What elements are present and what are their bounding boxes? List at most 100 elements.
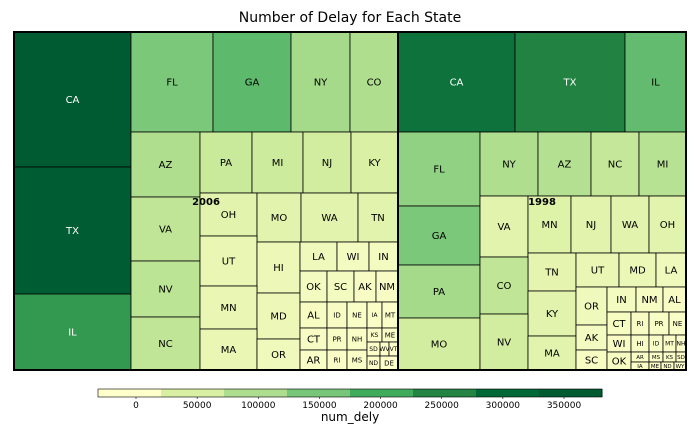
tile-label-2006-me: ME bbox=[385, 331, 395, 339]
tile-1998-ak bbox=[575, 324, 608, 351]
tile-label-1998-ak: AK bbox=[585, 333, 599, 344]
tile-label-2006-md: MD bbox=[270, 312, 287, 323]
tile-label-1998-wi: WI bbox=[613, 339, 626, 350]
tile-label-1998-ct: CT bbox=[612, 319, 626, 330]
tile-label-2006-nm: NM bbox=[379, 282, 395, 293]
tile-label-2006-tx: TX bbox=[65, 226, 79, 237]
tile-label-2006-ne: NE bbox=[352, 311, 362, 319]
tile-label-2006-in: IN bbox=[378, 252, 388, 263]
tile-2006-ky bbox=[350, 131, 399, 194]
tile-label-2006-mn: MN bbox=[220, 303, 236, 314]
tile-1998-mo bbox=[397, 317, 481, 371]
tile-1998-in bbox=[606, 286, 637, 313]
tile-label-1998-or: OR bbox=[584, 302, 599, 313]
tile-label-1998-ar: AR bbox=[636, 355, 644, 361]
tile-2006-mn bbox=[199, 285, 258, 330]
tile-label-1998-al: AL bbox=[668, 295, 681, 306]
tile-label-1998-co: CO bbox=[497, 281, 512, 292]
tile-label-1998-nc: NC bbox=[608, 160, 622, 171]
tile-label-1998-mt: MT bbox=[665, 341, 674, 348]
tile-label-1998-ky: KY bbox=[546, 309, 559, 320]
tile-label-1998-fl: FL bbox=[433, 165, 445, 176]
colorbar-tick-label: 100000 bbox=[241, 401, 276, 411]
tile-label-1998-ks: KS bbox=[666, 355, 674, 361]
tile-1998-nm bbox=[635, 286, 664, 313]
colorbar-tick-label: 150000 bbox=[302, 401, 337, 411]
tile-label-2006-wa: WA bbox=[321, 213, 337, 224]
tile-label-2006-ms: MS bbox=[352, 356, 363, 364]
tile-2006-nc bbox=[130, 316, 201, 371]
tile-label-2006-pr: PR bbox=[332, 335, 341, 343]
tile-label-1998-hi: HI bbox=[636, 340, 643, 348]
group-label-2006: 2006 bbox=[192, 197, 220, 208]
tile-2006-mo bbox=[256, 192, 302, 243]
tile-label-1998-va: VA bbox=[497, 222, 510, 233]
tile-label-2006-oh: OH bbox=[221, 210, 236, 221]
tile-label-1998-pa: PA bbox=[433, 287, 445, 298]
colorbar-segment bbox=[224, 389, 288, 397]
tile-label-2006-ma: MA bbox=[221, 345, 237, 356]
tile-label-1998-nh: NH bbox=[677, 341, 686, 348]
tile-label-2006-ri: RI bbox=[334, 356, 341, 364]
tile-2006-nj bbox=[302, 131, 352, 194]
tile-label-2006-ut: UT bbox=[222, 257, 236, 268]
tile-label-1998-tx: TX bbox=[563, 78, 577, 89]
tile-label-1998-ny: NY bbox=[502, 160, 516, 171]
tile-1998-tx bbox=[514, 31, 626, 133]
tile-1998-ga bbox=[397, 205, 481, 266]
tile-label-1998-ma: MA bbox=[544, 349, 560, 360]
tile-label-1998-la: LA bbox=[665, 266, 678, 277]
tile-label-1998-oh: OH bbox=[660, 220, 675, 231]
tile-label-1998-ca: CA bbox=[450, 78, 464, 89]
tile-label-1998-az: AZ bbox=[558, 160, 572, 171]
tile-label-1998-ne: NE bbox=[673, 320, 683, 328]
tile-label-1998-ri: RI bbox=[637, 320, 644, 328]
tile-1998-ma bbox=[527, 335, 577, 371]
tile-label-2006-id: ID bbox=[333, 311, 340, 319]
tile-label-2006-sd: SD bbox=[369, 346, 378, 353]
tile-label-1998-mi: MI bbox=[657, 160, 669, 171]
tile-1998-va bbox=[479, 195, 529, 258]
tile-1998-wa bbox=[610, 195, 650, 254]
tile-label-1998-mo: MO bbox=[431, 340, 448, 351]
tile-label-2006-ak: AK bbox=[358, 282, 372, 293]
tile-label-1998-nj: NJ bbox=[586, 220, 596, 231]
tile-label-2006-fl: FL bbox=[166, 78, 178, 89]
tile-1998-co bbox=[479, 256, 529, 315]
tile-label-2006-ct: CT bbox=[307, 335, 321, 346]
tile-1998-nj bbox=[570, 195, 612, 254]
tile-label-2006-tn: TN bbox=[370, 213, 385, 224]
tile-label-2006-az: AZ bbox=[159, 160, 173, 171]
tile-label-2006-ok: OK bbox=[306, 282, 321, 293]
colorbar-tick-label: 50000 bbox=[183, 401, 212, 411]
tile-label-2006-vt: VT bbox=[390, 346, 398, 353]
tile-label-2006-mi: MI bbox=[272, 158, 284, 169]
tile-label-2006-va: VA bbox=[159, 225, 172, 236]
tile-1998-ky bbox=[527, 290, 577, 337]
tile-2006-pa bbox=[199, 131, 253, 194]
tile-label-2006-il: IL bbox=[68, 328, 77, 339]
chart-title: Number of Delay for Each State bbox=[238, 10, 462, 26]
tile-label-1998-ms: MS bbox=[652, 355, 661, 361]
tile-label-2006-de: DE bbox=[384, 359, 394, 367]
tile-label-2006-sc: SC bbox=[334, 282, 347, 293]
tile-label-2006-ks: KS bbox=[371, 332, 379, 339]
tile-1998-nc bbox=[590, 131, 640, 197]
tile-2006-ny bbox=[290, 31, 351, 133]
tile-1998-oh bbox=[648, 195, 687, 254]
tile-label-1998-sd: SD bbox=[677, 355, 685, 361]
tile-2006-oh bbox=[199, 192, 258, 237]
colorbar-tick-label: 350000 bbox=[547, 401, 582, 411]
tile-label-2006-nh: NH bbox=[352, 335, 363, 343]
colorbar-segment bbox=[287, 389, 351, 397]
tile-label-2006-nv: NV bbox=[158, 285, 172, 296]
tile-label-2006-or: OR bbox=[271, 350, 286, 361]
tile-label-2006-mt: MT bbox=[385, 311, 396, 319]
colorbar-tick-label: 300000 bbox=[486, 401, 521, 411]
tile-1998-mn bbox=[527, 195, 572, 254]
group-border-1998 bbox=[397, 31, 687, 371]
tile-label-2006-ia: IA bbox=[372, 312, 379, 319]
colorbar-tick-label: 0 bbox=[133, 401, 139, 411]
tile-1998-fl bbox=[397, 131, 481, 207]
